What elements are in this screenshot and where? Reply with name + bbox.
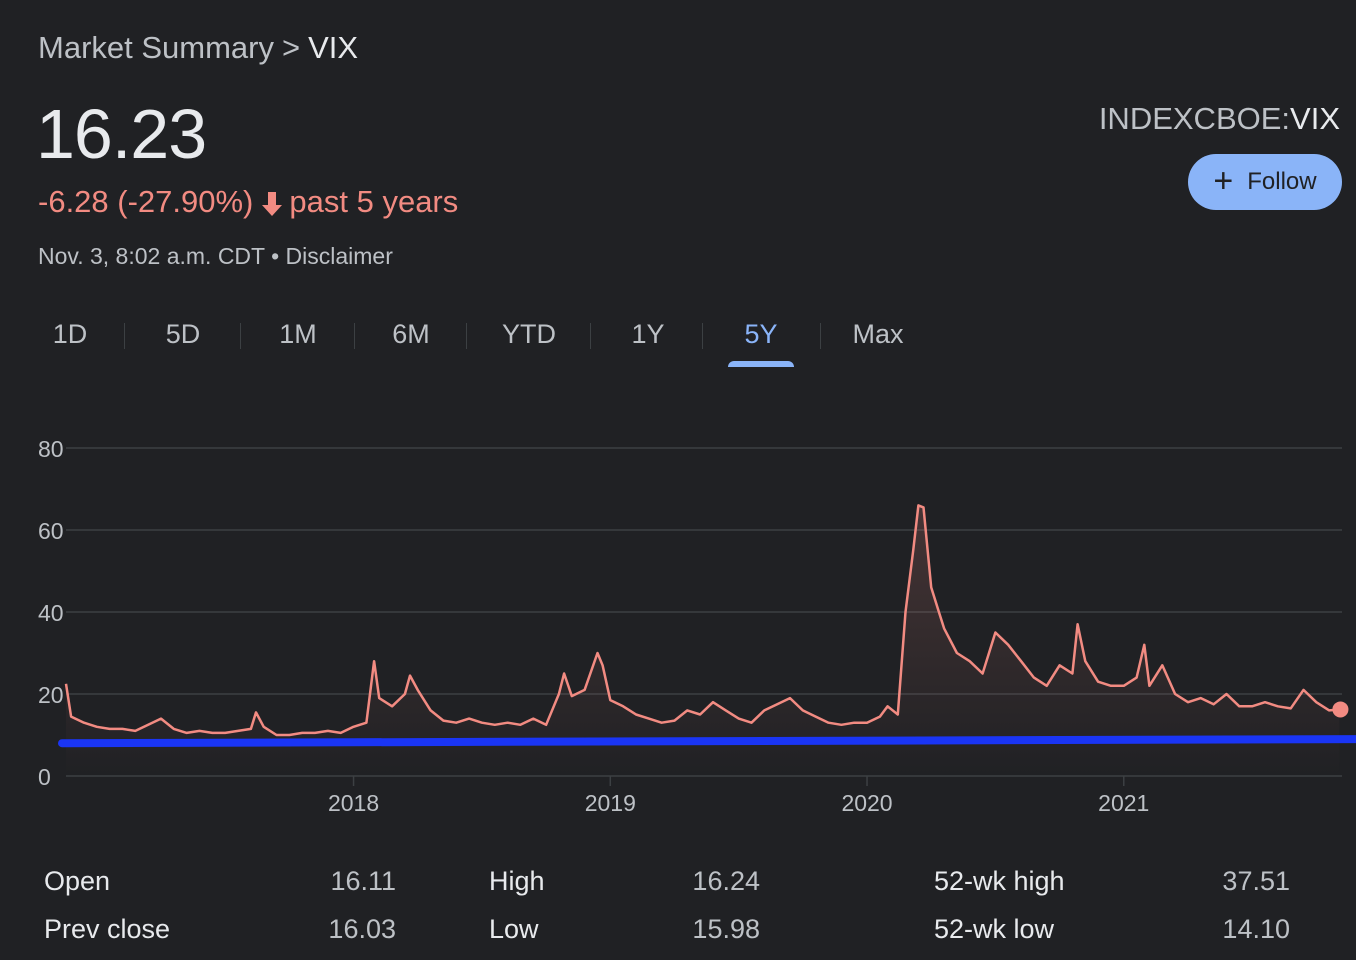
last-point-marker [1332, 701, 1349, 718]
plus-icon: + [1213, 161, 1234, 200]
y-tick-label: 20 [38, 682, 64, 708]
tab-label: 1M [279, 319, 317, 349]
ticker-symbol: INDEXCBOE:VIX [1099, 101, 1340, 137]
stat-value-low: 15.98 [692, 914, 760, 944]
current-price: 16.23 [36, 95, 207, 173]
tab-divider [820, 323, 821, 349]
y-tick-label: 0 [38, 764, 51, 790]
breadcrumb-parent-link[interactable]: Market Summary [38, 30, 274, 65]
tab-label: Max [852, 319, 904, 349]
tab-6m[interactable]: 6M [378, 305, 444, 367]
stat-value-prev-close: 16.03 [328, 914, 396, 944]
stat-value-52wk-high: 37.51 [1222, 866, 1290, 896]
follow-label: Follow [1247, 168, 1317, 195]
time-range-tabs: 1D 5D 1M 6M YTD 1Y 5Y Max [0, 305, 1000, 367]
tab-label: 5D [165, 319, 201, 349]
tab-divider [240, 323, 241, 349]
stat-value-52wk-low: 14.10 [1222, 914, 1290, 944]
tab-label: YTD [502, 319, 556, 349]
arrow-down-icon [261, 189, 283, 216]
x-tick-label: 2020 [841, 790, 892, 816]
tab-5d[interactable]: 5D [152, 305, 214, 367]
breadcrumb-current: VIX [308, 30, 359, 65]
follow-button[interactable]: + Follow [1188, 154, 1342, 210]
breadcrumb: Market Summary > VIX [38, 30, 358, 66]
stats-table: Open 16.11 High 16.24 52-wk high 37.51 P… [0, 860, 1356, 960]
tab-ytd[interactable]: YTD [490, 305, 568, 367]
stat-label-high: High [489, 866, 545, 896]
series-area [66, 505, 1340, 776]
stat-value-high: 16.24 [692, 866, 760, 896]
series-line [64, 504, 1340, 737]
tab-divider [354, 323, 355, 349]
exchange-name: INDEXCBOE: [1098, 101, 1291, 136]
tab-divider [702, 323, 703, 349]
disclaimer-link[interactable]: Disclaimer [285, 243, 393, 269]
y-tick-label: 40 [38, 600, 64, 626]
tab-5y[interactable]: 5Y [728, 305, 794, 367]
y-tick-label: 80 [38, 436, 64, 462]
stat-value-open: 16.11 [330, 866, 396, 896]
stat-label-low: Low [489, 914, 539, 944]
tab-divider [124, 323, 125, 349]
price-change: -6.28 (-27.90%) past 5 years [38, 184, 458, 220]
price-chart[interactable]: 0 20 40 60 80 2018 2019 2020 2021 [0, 420, 1356, 840]
y-tick-label: 60 [38, 518, 64, 544]
symbol-name: VIX [1290, 101, 1340, 136]
tab-1y[interactable]: 1Y [618, 305, 678, 367]
tab-divider [466, 323, 467, 349]
stat-label-prev-close: Prev close [44, 914, 171, 944]
x-tick-label: 2021 [1098, 790, 1149, 816]
change-value: -6.28 (-27.90%) [38, 184, 254, 219]
tab-label: 1Y [631, 319, 665, 349]
breadcrumb-separator: > [281, 30, 301, 65]
tab-max[interactable]: Max [844, 305, 912, 367]
tab-label: 6M [392, 319, 430, 349]
change-period: past 5 years [289, 184, 459, 219]
tab-label: 5Y [744, 319, 778, 349]
stat-label-open: Open [44, 866, 111, 896]
tab-divider [590, 323, 591, 349]
tab-1m[interactable]: 1M [266, 305, 330, 367]
x-tick-label: 2019 [585, 790, 636, 816]
bullet-separator: • [271, 243, 280, 269]
tab-1d[interactable]: 1D [40, 305, 100, 367]
quote-timestamp: Nov. 3, 8:02 a.m. CDT • Disclaimer [38, 243, 393, 270]
x-tick-label: 2018 [328, 790, 379, 816]
timestamp-text: Nov. 3, 8:02 a.m. CDT [38, 243, 265, 269]
baseline-line [58, 735, 1356, 748]
stat-label-52wk-high: 52-wk high [934, 866, 1065, 896]
stat-label-52wk-low: 52-wk low [934, 914, 1055, 944]
tab-label: 1D [52, 319, 88, 349]
tab-underline [728, 361, 794, 367]
